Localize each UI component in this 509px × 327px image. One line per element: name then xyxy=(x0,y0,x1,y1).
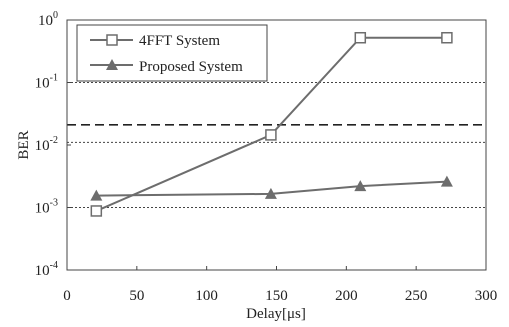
x-tick-label: 150 xyxy=(265,288,288,304)
legend-marker-4fft xyxy=(106,34,118,46)
x-tick-label: 100 xyxy=(195,288,218,304)
data-point xyxy=(354,180,367,192)
y-tick-label: 10-4 xyxy=(35,260,58,279)
x-tick-label: 0 xyxy=(63,288,71,304)
legend-marker-proposed xyxy=(106,59,118,70)
series-line xyxy=(96,180,447,197)
y-tick-label: 10-3 xyxy=(35,198,58,217)
data-point xyxy=(90,189,103,201)
data-point xyxy=(354,31,367,44)
legend-label-4fft: 4FFT System xyxy=(139,33,220,49)
y-tick-label: 10-2 xyxy=(35,135,58,154)
x-axis-label: Delay[μs] xyxy=(246,306,306,322)
data-point xyxy=(90,205,103,217)
x-tick-label: 200 xyxy=(335,288,358,304)
series-proposed xyxy=(90,175,453,201)
legend: 4FFT System Proposed System xyxy=(76,24,268,82)
x-axis-ticks: 0 50 100 150 200 250 300 xyxy=(63,266,497,304)
data-point xyxy=(265,129,277,141)
x-tick-label: 50 xyxy=(129,288,144,304)
grid-lines xyxy=(67,82,486,208)
y-axis-ticks: 10-4 10-3 10-2 10-1 100 xyxy=(35,10,71,279)
data-point xyxy=(440,175,453,187)
y-axis-label: BER xyxy=(16,130,32,159)
legend-label-proposed: Proposed System xyxy=(139,59,243,75)
x-tick-label: 300 xyxy=(475,288,498,304)
y-tick-label: 100 xyxy=(38,10,58,29)
data-point xyxy=(441,31,453,44)
data-point xyxy=(264,187,277,199)
series xyxy=(90,31,453,217)
x-tick-label: 250 xyxy=(405,288,428,304)
y-tick-label: 10-1 xyxy=(35,73,58,92)
series-line xyxy=(95,36,447,212)
series-4fft xyxy=(90,31,453,217)
